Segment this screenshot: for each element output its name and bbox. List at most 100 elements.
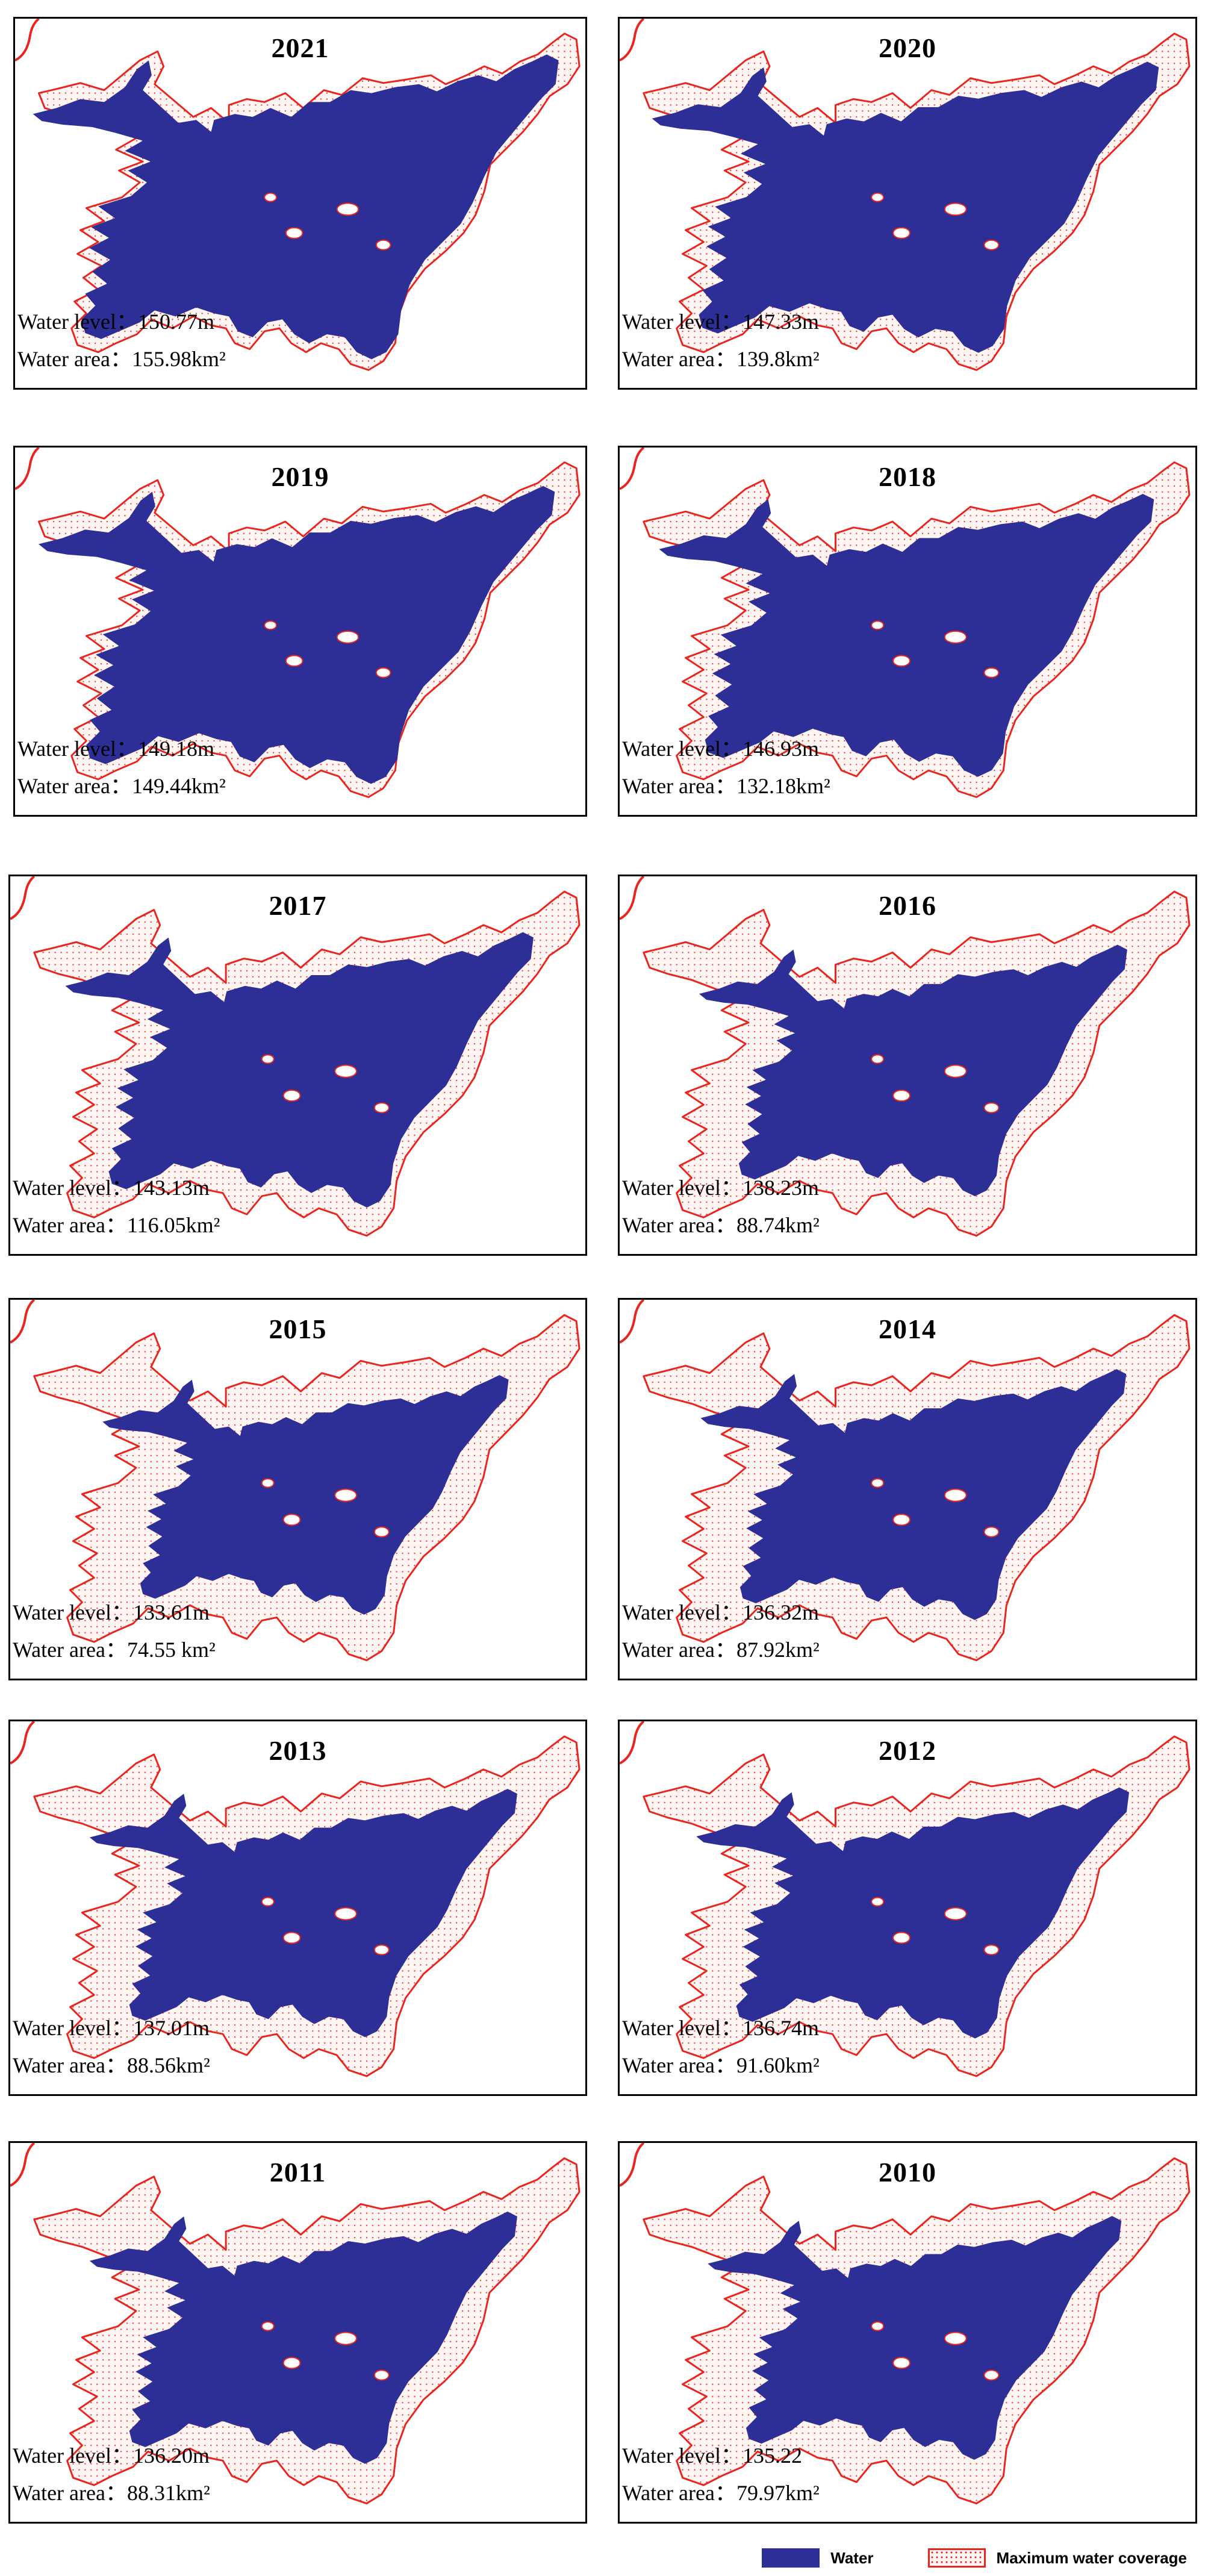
water-extent [65, 932, 534, 1208]
water-level-label: Water level： [622, 310, 743, 334]
water-area-text: Water area：88.31km² [13, 2482, 210, 2504]
legend: Water Maximum water coverage [762, 2548, 1187, 2568]
map-panel-2016: 2016 Water level：138.23m Water area：88.74k… [618, 875, 1197, 1256]
water-area-label: Water area： [622, 347, 736, 371]
island [334, 2331, 357, 2345]
water-area-label: Water area： [13, 1638, 127, 1662]
island [375, 667, 391, 678]
water-level-value: 143.13m [133, 1176, 210, 1200]
reservoir-map [15, 448, 581, 798]
river-line [10, 1300, 36, 1344]
river-line [620, 1300, 645, 1344]
island [261, 1054, 275, 1064]
water-level-text: Water level：147.33m [622, 311, 819, 332]
island [892, 655, 911, 667]
island [892, 227, 911, 239]
water-level-label: Water level： [17, 310, 139, 334]
island [892, 1089, 911, 1102]
island [944, 2331, 967, 2345]
island [261, 2321, 275, 2331]
island [261, 1478, 275, 1488]
reservoir-map [10, 1300, 581, 1662]
water-level-text: Water level：133.61m [13, 1601, 210, 1623]
map-panel-2020: 2020 Water level：147.33m Water area：139.8k… [618, 17, 1197, 390]
river-line [10, 2143, 36, 2187]
water-level-value: 135.22 [742, 2443, 803, 2468]
reservoir-map [620, 448, 1191, 798]
river-line [15, 448, 40, 490]
water-area-text: Water area：74.55 km² [13, 1639, 216, 1661]
water-level-value: 136.32m [742, 1600, 820, 1624]
reservoir-map [620, 19, 1191, 371]
panel-year: 2015 [269, 1314, 327, 1344]
water-level-text: Water level：146.93m [622, 738, 819, 759]
map-panel-2013: 2013 Water level：137.01m Water area：88.56k… [8, 1720, 587, 2096]
water-level-value: 136.20m [133, 2443, 210, 2468]
panel-year: 2010 [879, 2157, 936, 2188]
island [336, 202, 360, 216]
island [892, 1932, 911, 1944]
island [285, 655, 304, 667]
island [983, 2369, 1000, 2381]
river-line [620, 448, 645, 490]
island [892, 1514, 911, 1526]
water-level-label: Water level： [622, 2016, 743, 2040]
water-level-text: Water level：137.01m [13, 2017, 210, 2039]
river-line [10, 876, 36, 920]
reservoir-map [620, 1300, 1191, 1662]
panel-year: 2017 [269, 890, 327, 921]
water-level-value: 138.23m [742, 1176, 820, 1200]
reservoir-map [15, 19, 581, 371]
island [944, 202, 967, 216]
island [373, 1526, 390, 1538]
map-panel-2010: 2010 Water level：135.22 Water area：79.97km… [618, 2141, 1197, 2524]
water-extent [89, 2211, 517, 2464]
water-level-label: Water level： [622, 2443, 743, 2468]
legend-max-coverage-label: Maximum water coverage [996, 2548, 1187, 2567]
island [282, 1089, 301, 1102]
water-level-label: Water level： [13, 1176, 134, 1200]
island [983, 239, 1000, 251]
map-panel-2011: 2011 Water level：136.20m Water area：88.31k… [8, 2141, 587, 2524]
water-area-value: 149.44km² [131, 774, 226, 798]
island [264, 192, 278, 202]
water-area-text: Water area：116.05km² [13, 1214, 220, 1236]
panel-year: 2016 [879, 890, 936, 921]
island [871, 620, 885, 631]
panel-year: 2018 [879, 461, 936, 492]
island [334, 1064, 357, 1078]
water-extent [652, 61, 1159, 353]
island [871, 1897, 885, 1907]
island [871, 1478, 885, 1488]
island [261, 1897, 275, 1907]
legend-max-coverage-swatch [927, 2548, 986, 2568]
river-line [10, 1721, 36, 1765]
island [373, 1102, 390, 1114]
reservoir-map [10, 876, 581, 1237]
panel-year: 2021 [271, 33, 329, 63]
water-area-text: Water area：155.98km² [17, 348, 226, 370]
panel-year: 2012 [879, 1735, 936, 1766]
water-area-text: Water area：87.92km² [622, 1639, 820, 1661]
island [871, 1054, 885, 1064]
legend-water-swatch [762, 2548, 820, 2568]
island [264, 620, 278, 631]
water-area-label: Water area： [622, 1638, 736, 1662]
panel-year: 2014 [879, 1314, 936, 1344]
water-area-text: Water area：91.60km² [622, 2054, 820, 2076]
reservoir-map [620, 876, 1191, 1237]
water-level-text: Water level：149.18m [17, 738, 214, 759]
water-area-text: Water area：79.97km² [622, 2482, 820, 2504]
water-level-value: 137.01m [133, 2016, 210, 2040]
island [285, 227, 304, 239]
water-area-text: Water area：149.44km² [17, 775, 226, 797]
water-extent [39, 485, 555, 784]
water-level-text: Water level：136.32m [622, 1601, 819, 1623]
water-level-value: 147.33m [742, 310, 820, 334]
water-area-label: Water area： [17, 347, 132, 371]
map-panel-2018: 2018 Water level：146.93m Water area：132.18… [618, 446, 1197, 817]
map-panel-2021: 2021 Water level：150.77m Water area：155.98… [13, 17, 587, 390]
water-area-value: 88.56km² [126, 2053, 210, 2077]
island [983, 1526, 1000, 1538]
river-line [620, 876, 645, 920]
